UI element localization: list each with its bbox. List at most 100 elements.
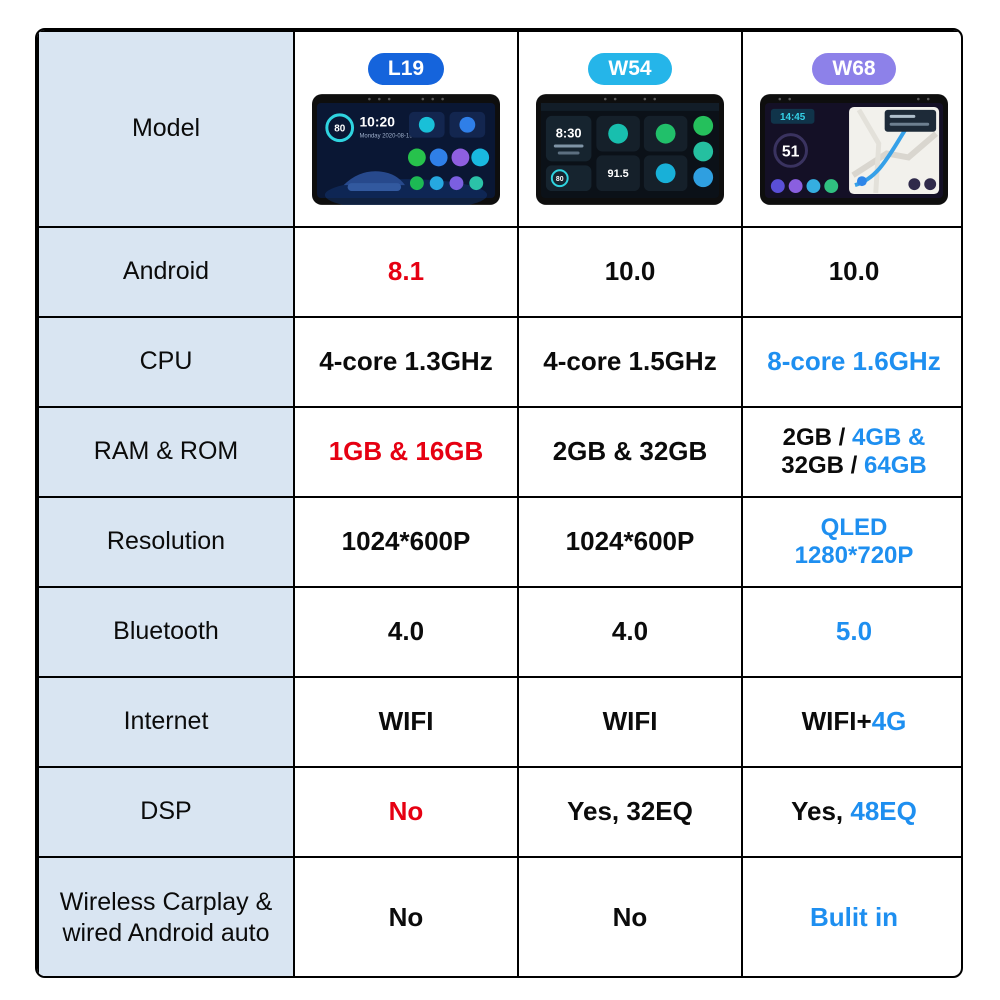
value-segment: 1GB & 16GB: [328, 436, 484, 467]
value-segment: Yes,: [791, 796, 851, 827]
badge-w68: W68: [812, 53, 896, 85]
value-segment: WIFI+: [801, 706, 872, 737]
row-label: Internet: [37, 676, 295, 768]
spec-value-w68: Bulit in: [741, 856, 961, 976]
spec-value-w68: QLED 1280*720P: [741, 496, 961, 588]
spec-row: RAM & ROM 1GB & 16GB 2GB & 32GB 2GB / 4GB &…: [37, 406, 961, 498]
spec-value-l19: WIFI: [293, 676, 519, 768]
spec-value-w68: 5.0: [741, 586, 961, 678]
spec-row: Resolution 1024*600P 1024*600P QLED 1280*720…: [37, 496, 961, 588]
spec-value-w54: No: [517, 856, 743, 976]
w54-app-tiles: [596, 115, 688, 191]
model-row: Model L19: [37, 30, 961, 228]
badge-w54: W54: [588, 53, 672, 85]
spec-value-l19: 8.1: [293, 226, 519, 318]
value-segment: No: [388, 796, 424, 827]
spec-value-l19: No: [293, 856, 519, 976]
w54-clock: 8:30: [556, 125, 582, 140]
product-cell-w54: W54 8:30: [517, 30, 743, 228]
spec-row: Android 8.1 10.0 10.0: [37, 226, 961, 318]
value-segment: 4.0: [611, 616, 649, 647]
l19-app-tiles: [407, 111, 490, 190]
value-segment: 48EQ: [850, 796, 917, 827]
spec-value-w68: 2GB / 4GB & 32GB / 64GB: [741, 406, 961, 498]
value-segment: 8-core 1.6GHz: [767, 346, 941, 377]
w68-dock-icons: [770, 178, 839, 193]
product-image-w54: 8:30 80: [536, 93, 724, 205]
w68-map: [849, 106, 940, 194]
spec-value-w54: 4-core 1.5GHz: [517, 316, 743, 408]
row-label: CPU: [37, 316, 295, 408]
spec-value-w54: 10.0: [517, 226, 743, 318]
spec-value-w54: Yes, 32EQ: [517, 766, 743, 858]
bezel-dots: [603, 97, 657, 100]
spec-row: Internet WIFI WIFI WIFI+4G: [37, 676, 961, 768]
value-segment: 1024*600P: [341, 526, 471, 557]
row-label-model: Model: [37, 30, 295, 228]
row-label: Android: [37, 226, 295, 318]
w68-speed: 51: [782, 143, 800, 160]
value-segment: 10.0: [604, 256, 656, 287]
value-segment: Yes, 32EQ: [567, 796, 693, 827]
comparison-table: Model L19: [37, 30, 961, 976]
value-segment: 8.1: [387, 256, 425, 287]
row-label: Resolution: [37, 496, 295, 588]
value-segment: 32GB /: [781, 452, 864, 479]
product-cell-l19: L19 80 10:20: [293, 30, 519, 228]
w54-right-icons: [693, 115, 714, 187]
value-segment: 4G: [871, 706, 907, 737]
value-segment: 4-core 1.5GHz: [543, 346, 717, 377]
row-label: Bluetooth: [37, 586, 295, 678]
w68-clock: 14:45: [780, 111, 806, 122]
spec-row: Bluetooth 4.0 4.0 5.0: [37, 586, 961, 678]
value-segment: Bulit in: [809, 902, 899, 933]
spec-value-l19: 1024*600P: [293, 496, 519, 588]
spec-value-w54: 4.0: [517, 586, 743, 678]
value-segment: 1024*600P: [565, 526, 695, 557]
spec-value-w68: WIFI+4G: [741, 676, 961, 768]
value-segment: No: [612, 902, 648, 933]
bezel-dots: [368, 97, 444, 100]
l19-date: Monday 2020-08-19: [359, 133, 413, 139]
row-label: Wireless Carplay & wired Android auto: [37, 856, 295, 976]
product-image-w68: 14:45 51: [760, 93, 948, 205]
value-segment: 1280*720P: [794, 542, 914, 569]
spec-row: Wireless Carplay & wired Android auto No N…: [37, 856, 961, 976]
value-segment: 10.0: [828, 256, 880, 287]
spec-row: CPU 4-core 1.3GHz 4-core 1.5GHz 8-core 1.6G…: [37, 316, 961, 408]
value-segment: 2GB & 32GB: [552, 436, 708, 467]
spec-value-w68: 10.0: [741, 226, 961, 318]
car-silhouette: [343, 170, 406, 185]
l19-speed: 80: [334, 123, 345, 134]
value-segment: 64GB: [864, 452, 927, 479]
value-segment: 4.0: [387, 616, 425, 647]
w54-fm-value: 91.5: [608, 168, 629, 180]
value-segment: 2GB /: [782, 423, 852, 451]
row-label: DSP: [37, 766, 295, 858]
w54-speed: 80: [556, 176, 564, 183]
spec-value-w54: 1024*600P: [517, 496, 743, 588]
spec-value-l19: 4.0: [293, 586, 519, 678]
value-segment: No: [388, 902, 424, 933]
bezel-dots: [778, 97, 930, 100]
value-segment: 4GB &: [852, 423, 926, 451]
value-segment: QLED: [820, 513, 888, 541]
comparison-table-frame: Model L19: [35, 28, 963, 978]
product-image-l19: 80 10:20 Monday 2020-08-19: [312, 93, 500, 205]
value-segment: WIFI: [602, 706, 658, 737]
spec-row: DSP No Yes, 32EQ Yes, 48EQ: [37, 766, 961, 858]
spec-value-w54: 2GB & 32GB: [517, 406, 743, 498]
value-segment: WIFI: [378, 706, 434, 737]
l19-clock: 10:20: [359, 113, 395, 129]
spec-value-l19: 4-core 1.3GHz: [293, 316, 519, 408]
badge-l19: L19: [367, 53, 445, 85]
spec-value-w54: WIFI: [517, 676, 743, 768]
spec-value-w68: 8-core 1.6GHz: [741, 316, 961, 408]
value-segment: 5.0: [835, 616, 873, 647]
value-segment: 4-core 1.3GHz: [319, 346, 493, 377]
spec-value-l19: No: [293, 766, 519, 858]
product-cell-w68: W68 14:45 51: [741, 30, 961, 228]
spec-value-w68: Yes, 48EQ: [741, 766, 961, 858]
spec-value-l19: 1GB & 16GB: [293, 406, 519, 498]
